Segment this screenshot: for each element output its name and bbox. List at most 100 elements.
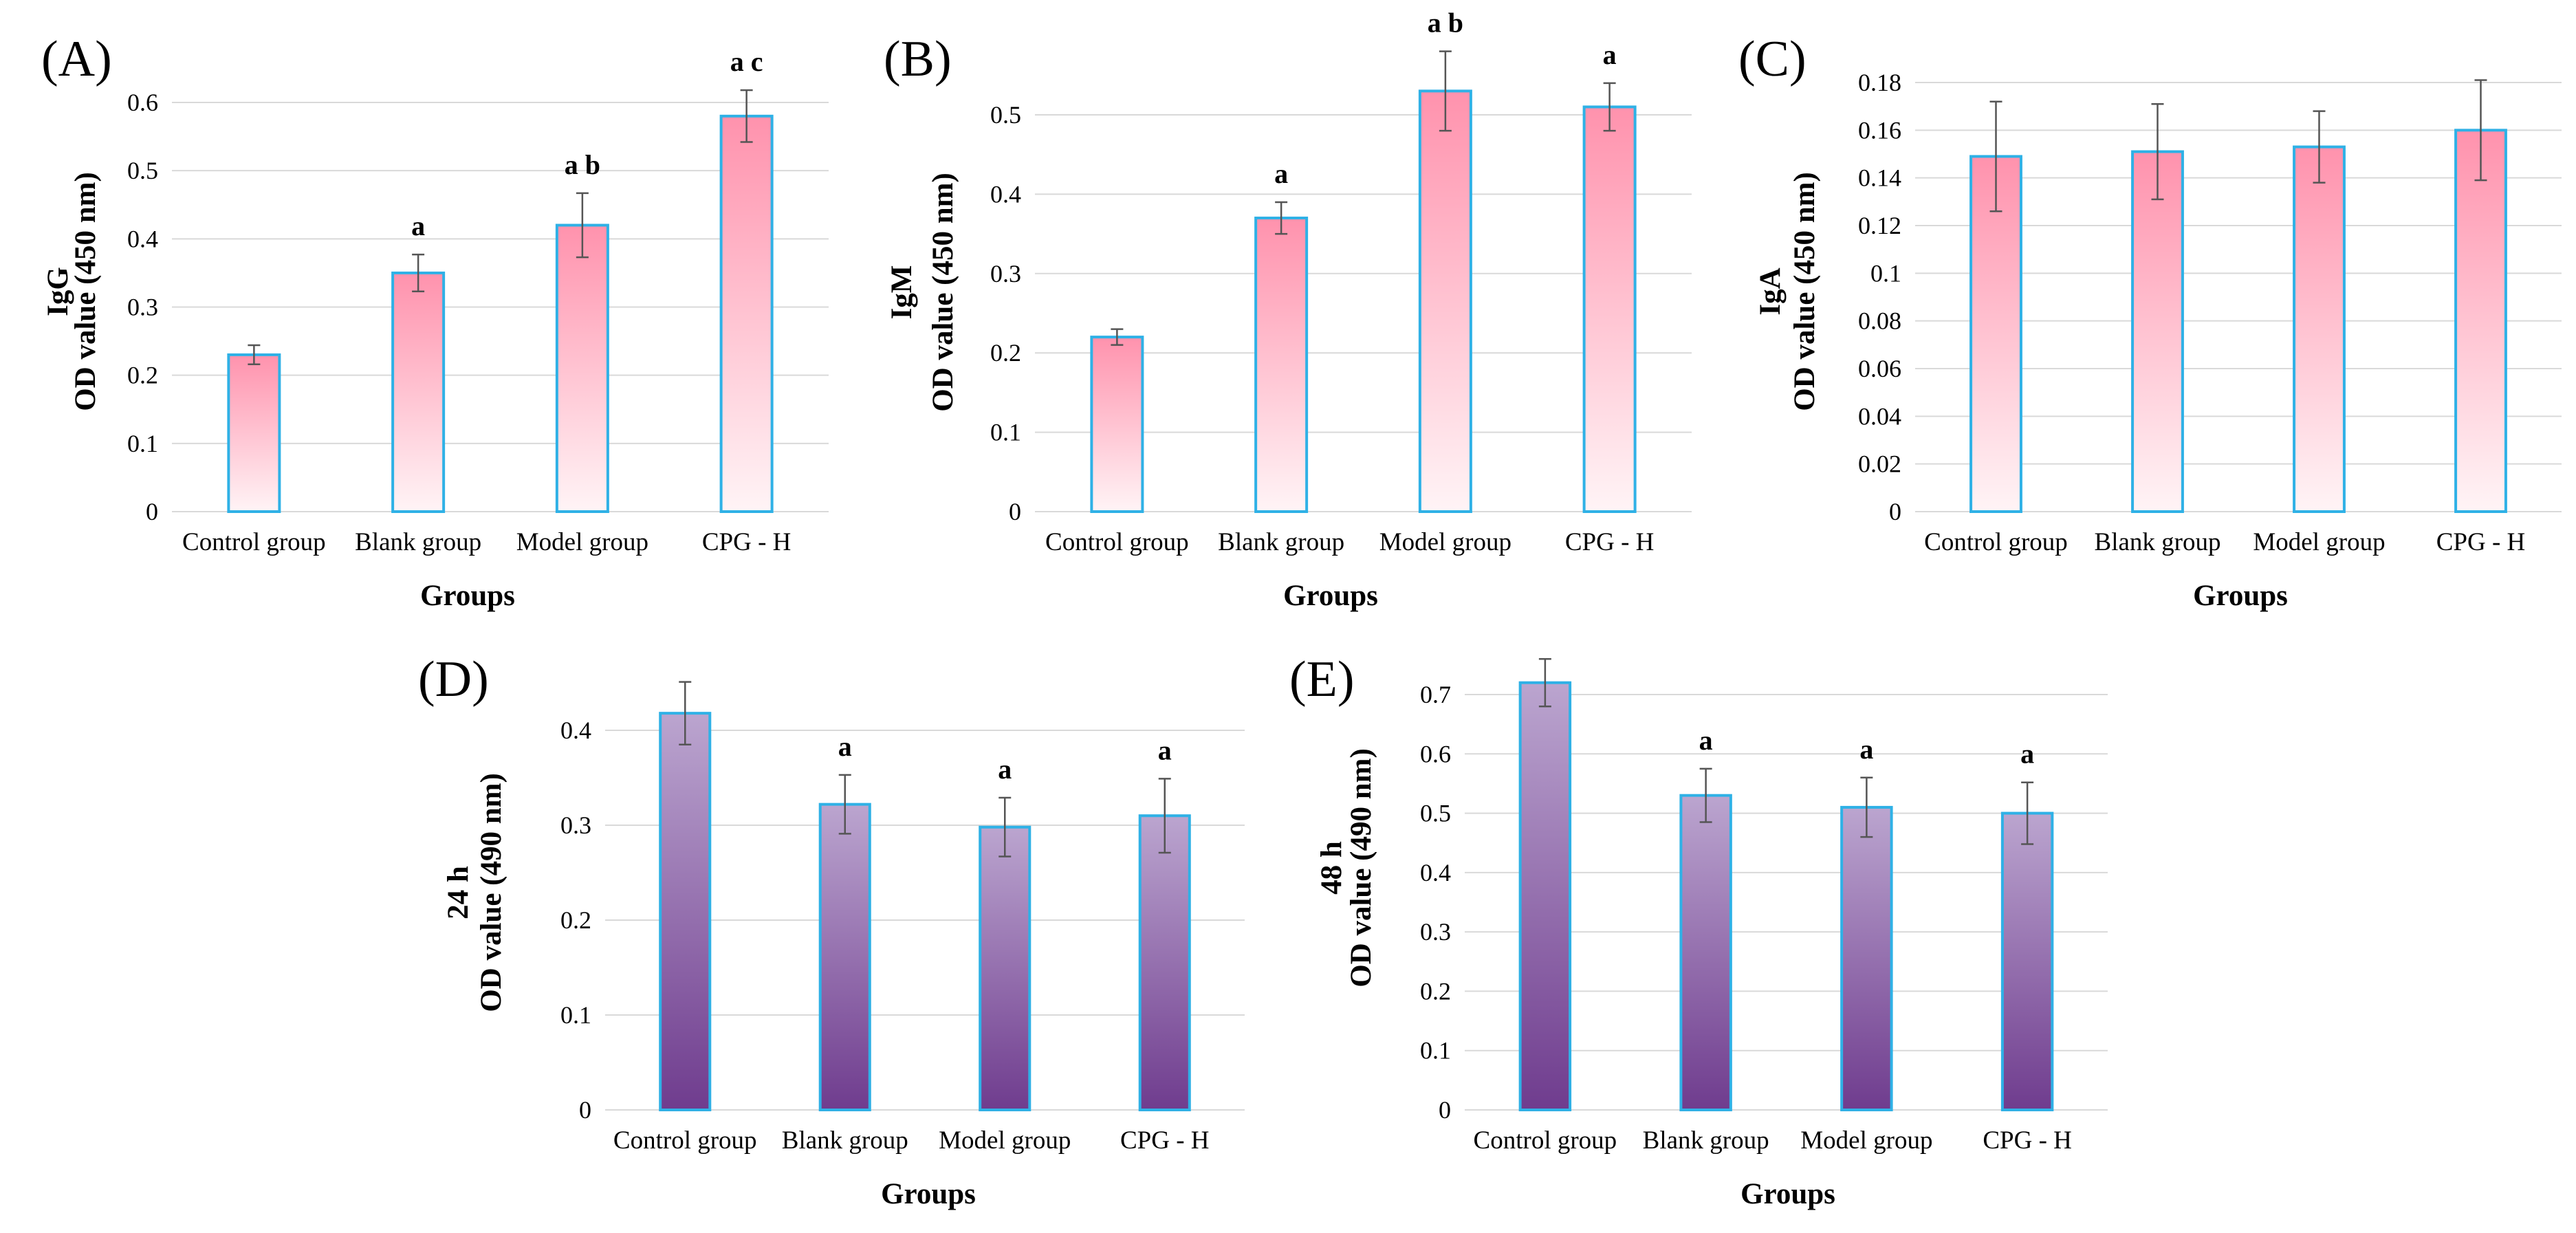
error-bar xyxy=(412,253,425,292)
y-tick-label: 0 xyxy=(1439,1096,1451,1124)
bar-b-1 xyxy=(1090,336,1144,513)
bar-c-3 xyxy=(2293,145,2346,514)
bar-b-3 xyxy=(1418,89,1472,513)
bar-b-4 xyxy=(1582,105,1637,513)
x-tick-label: Blank group xyxy=(1643,1126,1769,1155)
y-tick-label: 0 xyxy=(1889,498,1901,525)
error-bar xyxy=(1275,201,1288,235)
error-bar xyxy=(998,796,1012,858)
error-bar xyxy=(838,774,851,835)
bar-e-4 xyxy=(2000,811,2054,1111)
error-bar xyxy=(2313,110,2326,184)
x-tick-label: CPG - H xyxy=(2436,528,2526,556)
x-tick-label: Model group xyxy=(1379,528,1511,556)
y-axis-title: IgA xyxy=(1754,268,1787,315)
y-tick-label: 0 xyxy=(1009,498,1021,525)
x-tick-label: CPG - H xyxy=(1565,528,1655,556)
error-bar xyxy=(1699,767,1712,823)
y-tick-label: 0.5 xyxy=(1420,800,1451,827)
error-bar xyxy=(1603,82,1616,132)
error-bar xyxy=(1158,778,1171,854)
bar-c-4 xyxy=(2454,129,2507,514)
significance-label: a xyxy=(2020,739,2034,770)
x-tick-label: Model group xyxy=(2253,528,2385,556)
y-tick-label: 0.4 xyxy=(127,225,158,252)
bar-e-2 xyxy=(1679,794,1732,1111)
bar-a-3 xyxy=(555,223,609,513)
chart-panel-d: 0 0.1 0.2 0.3 0.4 Control group a Blank group a M… xyxy=(418,651,1245,1210)
y-tick-label: 0.2 xyxy=(127,362,158,389)
y-tick-label: 0.6 xyxy=(1420,740,1451,767)
x-tick-label: Control group xyxy=(182,528,326,556)
y-axis-subtitle: OD value (450 nm) xyxy=(1789,172,1821,411)
error-bar xyxy=(1989,100,2002,212)
y-axis-title: IgM xyxy=(886,265,918,320)
significance-label: a xyxy=(1158,734,1172,765)
bar-d-2 xyxy=(818,803,871,1111)
significance-label: a b xyxy=(565,149,600,180)
y-axis-subtitle: OD value (490 nm) xyxy=(475,773,507,1012)
significance-label: a xyxy=(998,754,1012,785)
bar-e-1 xyxy=(1518,681,1572,1111)
panel-label-c: (C) xyxy=(1738,31,1807,87)
y-tick-label: 0.1 xyxy=(1870,259,1901,287)
chart-panel-c: 0 0.02 0.04 0.06 0.08 0.1 0.12 0.14 0.16 0.18 Cont… xyxy=(1738,31,2562,612)
significance-label: a xyxy=(1603,39,1617,70)
x-tick-label: CPG - H xyxy=(1983,1126,2072,1155)
panel-label-b: (B) xyxy=(884,31,952,87)
significance-label: a xyxy=(1859,734,1873,765)
y-tick-label: 0.18 xyxy=(1858,69,1901,96)
x-axis-title: Groups xyxy=(881,1178,976,1210)
significance-label: a c xyxy=(730,46,763,77)
significance-label: a xyxy=(1699,725,1713,756)
y-axis-subtitle: OD value (450 nm) xyxy=(927,173,959,412)
x-tick-label: Control group xyxy=(1474,1126,1617,1155)
y-tick-label: 0.12 xyxy=(1858,212,1901,239)
y-tick-label: 0.02 xyxy=(1858,450,1901,478)
error-bar xyxy=(2021,781,2034,845)
bar-a-4 xyxy=(719,114,774,514)
y-tick-label: 0 xyxy=(579,1096,591,1124)
error-bar xyxy=(1439,50,1452,132)
error-bar xyxy=(740,89,753,143)
y-axis-subtitle: OD value (450 nm) xyxy=(69,172,102,411)
error-bar xyxy=(2474,79,2487,182)
chart-panel-e: 0 0.1 0.2 0.3 0.4 0.5 0.6 0.7 Control group a Blan… xyxy=(1289,651,2108,1210)
x-axis-title: Groups xyxy=(2193,580,2288,612)
x-tick-label: CPG - H xyxy=(1120,1126,1210,1155)
x-tick-label: Model group xyxy=(516,528,648,556)
y-tick-label: 0.7 xyxy=(1420,681,1451,708)
y-tick-label: 0.16 xyxy=(1858,116,1901,144)
x-axis-title: Groups xyxy=(420,580,515,612)
significance-label: a xyxy=(838,731,852,762)
y-tick-label: 0 xyxy=(146,498,158,525)
panel-label-d: (D) xyxy=(418,651,489,708)
x-axis-title: Groups xyxy=(1740,1178,1835,1210)
y-tick-label: 0.3 xyxy=(560,811,591,839)
y-tick-label: 0.3 xyxy=(990,260,1021,287)
y-tick-label: 0.5 xyxy=(990,101,1021,129)
y-axis-title: 48 h xyxy=(1316,841,1348,895)
y-tick-label: 0.06 xyxy=(1858,355,1901,382)
error-bar xyxy=(576,192,589,259)
y-tick-label: 0.6 xyxy=(127,89,158,116)
y-tick-label: 0.3 xyxy=(127,294,158,321)
y-axis-title: 24 h xyxy=(442,866,474,919)
y-tick-label: 0.4 xyxy=(560,717,591,744)
significance-label: a xyxy=(411,210,425,241)
y-tick-label: 0.2 xyxy=(560,906,591,934)
x-tick-label: CPG - H xyxy=(702,528,792,556)
error-bar xyxy=(2151,102,2164,201)
x-tick-label: Blank group xyxy=(1218,528,1344,556)
y-tick-label: 0.3 xyxy=(1420,918,1451,946)
y-tick-label: 0.4 xyxy=(1420,859,1451,886)
y-tick-label: 0.08 xyxy=(1858,307,1901,335)
y-tick-label: 0.04 xyxy=(1858,402,1901,430)
x-tick-label: Control group xyxy=(613,1126,757,1155)
bar-b-2 xyxy=(1254,217,1309,513)
error-bar xyxy=(1111,328,1124,346)
significance-label: a xyxy=(1274,158,1288,189)
y-axis-title: IgG xyxy=(42,267,74,316)
bar-a-1 xyxy=(227,353,281,514)
